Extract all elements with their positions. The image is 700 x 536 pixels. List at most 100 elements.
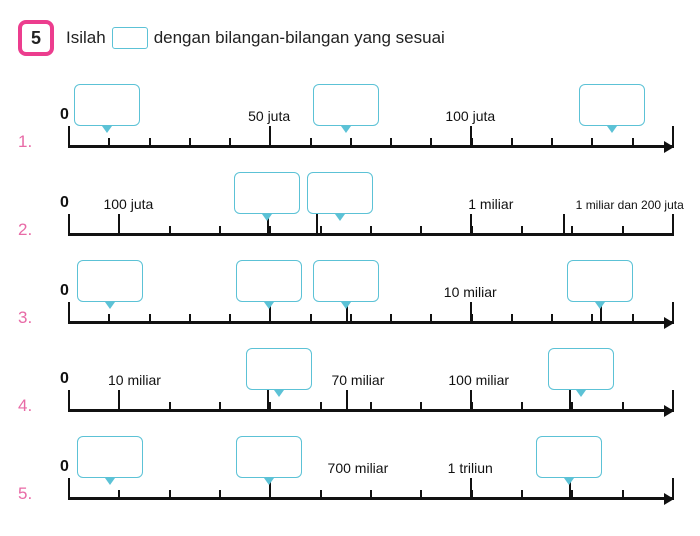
- tick-small: [622, 226, 624, 236]
- tick-small: [420, 226, 422, 236]
- tick-small: [108, 138, 110, 148]
- tick-small: [169, 226, 171, 236]
- tick-small: [370, 490, 372, 500]
- tick-big: [563, 214, 565, 236]
- number-line: 050 juta100 juta: [68, 145, 672, 148]
- header: 5 Isilah dengan bilangan-bilangan yang s…: [18, 20, 682, 56]
- tick-small: [219, 490, 221, 500]
- answer-box[interactable]: [548, 348, 614, 390]
- zero-label: 0: [60, 194, 69, 212]
- row-number: 5.: [18, 484, 32, 504]
- answer-box[interactable]: [567, 260, 633, 302]
- question-badge: 5: [18, 20, 54, 56]
- tick-small: [229, 314, 231, 324]
- number-line-label: 70 miliar: [331, 372, 384, 388]
- number-lines-area: 1. 050 juta100 juta 2. 0100 juta1 miliar1 m…: [18, 84, 682, 518]
- answer-box[interactable]: [236, 436, 302, 478]
- blank-box-icon: [112, 27, 148, 49]
- answer-box[interactable]: [579, 84, 645, 126]
- tick-big: [470, 214, 472, 236]
- tick-big: [470, 478, 472, 500]
- answer-box[interactable]: [246, 348, 312, 390]
- zero-label: 0: [60, 106, 69, 124]
- tick-small: [269, 402, 271, 412]
- tick-small: [189, 138, 191, 148]
- tick-small: [269, 226, 271, 236]
- tick-small: [219, 226, 221, 236]
- question-number: 5: [22, 24, 50, 52]
- tick-big: [68, 478, 70, 500]
- answer-box[interactable]: [77, 260, 143, 302]
- tick-small: [320, 490, 322, 500]
- instruction-pre: Isilah: [66, 28, 106, 48]
- tick-small: [571, 226, 573, 236]
- tick-small: [521, 226, 523, 236]
- tick-big: [68, 390, 70, 412]
- tick-small: [521, 402, 523, 412]
- tick-small: [571, 490, 573, 500]
- answer-box[interactable]: [234, 172, 300, 214]
- tick-small: [370, 226, 372, 236]
- number-line-label: 100 juta: [103, 196, 153, 212]
- tick-small: [320, 226, 322, 236]
- instruction-text: Isilah dengan bilangan-bilangan yang ses…: [66, 27, 445, 49]
- number-line-row: 3.010 miliar: [18, 260, 682, 342]
- number-line-row: 5.0700 miliar1 triliun: [18, 436, 682, 518]
- number-line-label: 100 juta: [445, 108, 495, 124]
- tick-small: [350, 138, 352, 148]
- answer-box[interactable]: [313, 260, 379, 302]
- tick-small: [521, 490, 523, 500]
- tick-small: [430, 314, 432, 324]
- answer-box[interactable]: [536, 436, 602, 478]
- tick-small: [169, 490, 171, 500]
- number-line-row: 2. 0100 juta1 miliar1 miliar dan 200 juta: [18, 172, 682, 254]
- number-line: 010 miliar: [68, 321, 672, 324]
- number-line: 0100 juta1 miliar1 miliar dan 200 juta: [68, 233, 672, 236]
- number-line-row: 4.010 miliar70 miliar100 miliar: [18, 348, 682, 430]
- tick-small: [511, 138, 513, 148]
- row-number: 2.: [18, 220, 32, 240]
- tick-small: [370, 402, 372, 412]
- tick-big: [118, 214, 120, 236]
- answer-box[interactable]: [77, 436, 143, 478]
- tick-small: [591, 138, 593, 148]
- row-number: 1.: [18, 132, 32, 152]
- arrow-icon: [664, 317, 674, 329]
- answer-box[interactable]: [307, 172, 373, 214]
- tick-small: [420, 402, 422, 412]
- arrow-icon: [664, 141, 674, 153]
- tick-small: [390, 314, 392, 324]
- number-line: 010 miliar70 miliar100 miliar: [68, 409, 672, 412]
- number-line-row: 1. 050 juta100 juta: [18, 84, 682, 166]
- zero-label: 0: [60, 282, 69, 300]
- answer-box[interactable]: [313, 84, 379, 126]
- tick-small: [310, 138, 312, 148]
- instruction-post: dengan bilangan-bilangan yang sesuai: [154, 28, 445, 48]
- arrow-icon: [664, 493, 674, 505]
- arrow-icon: [664, 405, 674, 417]
- tick-big: [346, 390, 348, 412]
- answer-box[interactable]: [74, 84, 140, 126]
- row-number: 4.: [18, 396, 32, 416]
- tick-small: [108, 314, 110, 324]
- tick-small: [310, 314, 312, 324]
- number-line-label: 1 triliun: [448, 460, 493, 476]
- tick-big: [68, 126, 70, 148]
- tick-small: [551, 314, 553, 324]
- number-line-label: 100 miliar: [448, 372, 509, 388]
- tick-big: [68, 302, 70, 324]
- tick-big: [267, 390, 269, 412]
- number-line-label: 10 miliar: [108, 372, 161, 388]
- tick-small: [169, 402, 171, 412]
- tick-big: [470, 390, 472, 412]
- tick-small: [149, 138, 151, 148]
- tick-small: [219, 402, 221, 412]
- tick-small: [350, 314, 352, 324]
- number-line-label: 10 miliar: [444, 284, 497, 300]
- tick-small: [591, 314, 593, 324]
- tick-small: [632, 138, 634, 148]
- zero-label: 0: [60, 370, 69, 388]
- answer-box[interactable]: [236, 260, 302, 302]
- worksheet-container: 5 Isilah dengan bilangan-bilangan yang s…: [0, 0, 700, 536]
- tick-small: [511, 314, 513, 324]
